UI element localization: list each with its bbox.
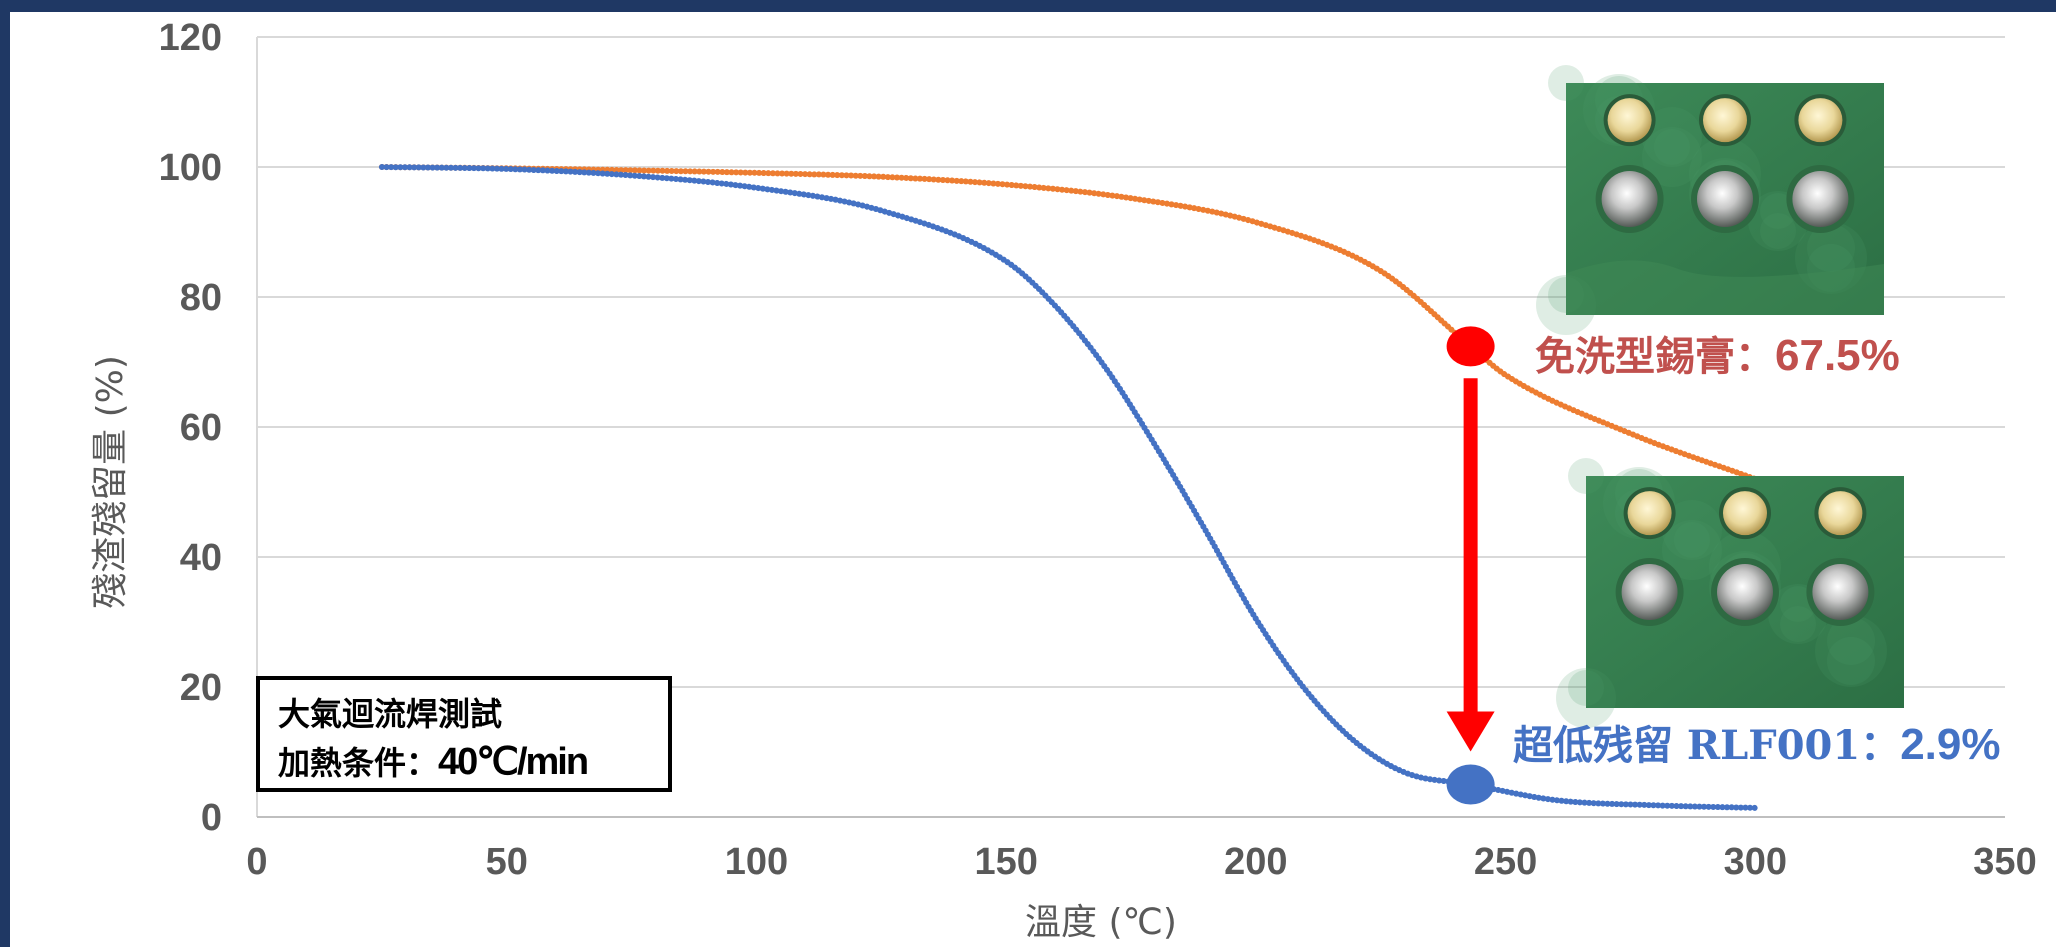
x-axis-title: 溫度 (℃) [1025,902,1177,943]
x-tick-label: 300 [1724,841,1787,883]
marker-no-clean [1446,326,1495,367]
y-axis-title: 殘渣殘留量 (%) [90,355,131,609]
annotation-rlf001: 超低残留 RLF001：2.9% [1513,720,2000,769]
x-tick-label: 50 [486,841,528,883]
rlf001-solder-residue-photo [1556,458,1904,728]
x-tick-label: 250 [1474,841,1537,883]
photos [1536,65,1904,728]
info-box-line1: 大氣迴流焊測試 [278,695,502,733]
x-tick-label: 200 [1224,841,1287,883]
y-tick-label: 100 [159,147,222,189]
annotations: 免洗型錫膏：67.5% 超低残留 RLF001：2.9% [1446,326,2000,805]
y-tick-label: 0 [201,797,222,839]
no-clean-solder-residue-photo [1536,65,1884,335]
y-tick-label: 60 [180,407,222,449]
annotation-no-clean: 免洗型錫膏：67.5% [1535,331,1900,380]
y-tick-label: 20 [180,667,222,709]
x-tick-label: 150 [974,841,1037,883]
series [378,164,1759,811]
y-tick-label: 120 [159,17,222,59]
residue-chart: 0 20 40 60 80 100 120 0 50 100 150 200 250 300 350 溫度 (… [90,17,2037,943]
y-tick-label: 40 [180,537,222,579]
chart-panel: 0 20 40 60 80 100 120 0 50 100 150 200 250 300 350 溫度 (… [10,12,2056,947]
x-tick-label: 350 [1973,841,2036,883]
axes: 0 20 40 60 80 100 120 0 50 100 150 200 250 300 350 溫度 (… [90,17,2037,943]
info-box-line2: 加熱条件：40℃/min [278,741,587,783]
series-line-1 [378,164,1759,811]
arrow-head [1446,711,1495,752]
info-box-frame [256,676,672,792]
x-tick-label: 100 [725,841,788,883]
x-tick-label: 0 [246,841,267,883]
y-tick-label: 80 [180,277,222,319]
series-line-0 [378,164,1759,482]
marker-rlf001 [1446,764,1495,805]
